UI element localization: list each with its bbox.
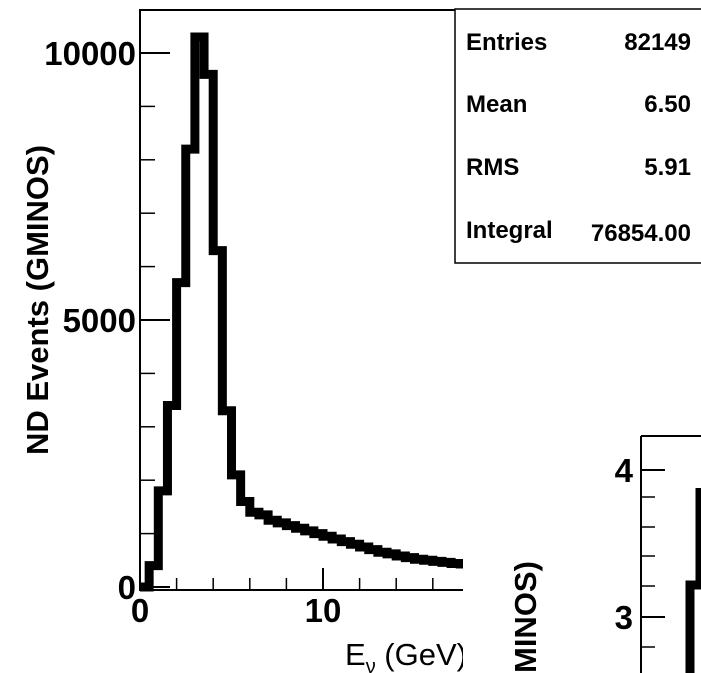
second-panel-y-label-fragment: MINOS) — [508, 561, 543, 673]
x-axis-label-main: E — [345, 637, 366, 672]
second-panel-bg — [463, 436, 701, 673]
stat-entries-value: 82149 — [624, 29, 691, 56]
x-axis-ticks: 0 10 — [131, 568, 342, 629]
second-panel-y-ticks: 43 — [615, 452, 665, 648]
histogram-line — [140, 32, 470, 592]
y-tick-label: 5000 — [63, 302, 136, 339]
second-y-tick-label: 3 — [615, 599, 633, 636]
x-tick-label: 10 — [305, 592, 342, 629]
y-axis-ticks: 0 5000 10000 — [44, 35, 170, 606]
stat-mean-label: Mean — [466, 91, 527, 118]
y-tick-label: 10000 — [44, 35, 136, 72]
second-y-tick-label: 4 — [615, 452, 634, 489]
second-panel: MINOS) 43 — [463, 435, 701, 673]
stat-rms-value: 5.91 — [644, 154, 691, 181]
y-axis-minor-ticks — [140, 105, 155, 535]
x-axis-label-unit: (GeV) — [376, 637, 467, 672]
second-panel-histogram-line — [685, 488, 701, 673]
stat-rms-label: RMS — [466, 154, 519, 181]
x-axis-label-sub: ν — [366, 656, 376, 673]
stat-integral-value: 76854.00 — [591, 220, 691, 247]
x-tick-label: 0 — [131, 592, 149, 629]
stat-mean-value: 6.50 — [644, 91, 691, 118]
stats-box-frame — [454, 8, 701, 264]
x-axis-label: Eν (GeV) — [345, 637, 467, 673]
stat-integral-label: Integral — [466, 217, 553, 244]
stats-box: Entries 82149 Mean 6.50 RMS 5.91 Integra… — [454, 8, 701, 264]
plot-frame — [139, 9, 701, 591]
stat-entries-label: Entries — [466, 29, 547, 56]
y-axis-label: ND Events (GMINOS) — [20, 145, 55, 455]
y-tick-label: 0 — [118, 569, 136, 606]
